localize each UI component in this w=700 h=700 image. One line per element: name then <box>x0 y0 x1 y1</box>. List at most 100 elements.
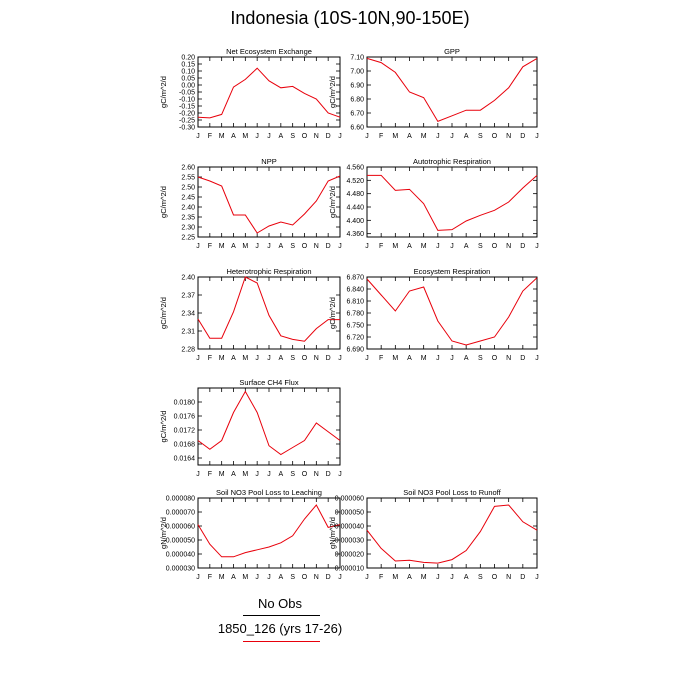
chart-title: Net Ecosystem Exchange <box>226 47 312 56</box>
y-tick-label: 4.440 <box>346 205 364 212</box>
y-axis-label: gC/m^2/d <box>328 76 337 108</box>
x-tick-label: J <box>267 471 271 478</box>
legend-no-obs-label: No Obs <box>257 596 303 611</box>
y-tick-label: 0.20 <box>181 55 195 62</box>
y-tick-label: -0.25 <box>179 118 195 125</box>
x-tick-label: A <box>464 133 469 140</box>
x-tick-label: J <box>450 133 454 140</box>
y-axis-label: gC/m^2/d <box>159 411 168 443</box>
x-tick-label: A <box>407 355 412 362</box>
x-tick-label: A <box>278 355 283 362</box>
y-tick-label: 0.000080 <box>166 496 195 503</box>
x-tick-label: D <box>520 133 525 140</box>
x-tick-label: F <box>379 243 383 250</box>
x-tick-label: A <box>407 133 412 140</box>
chart-panel-4: Autotrophic Respiration gC/m^2/d 4.560 4.52… <box>328 157 539 250</box>
x-tick-label: J <box>450 355 454 362</box>
chart-title: GPP <box>444 47 460 56</box>
y-tick-label: 7.00 <box>350 69 364 76</box>
plot-frame <box>366 276 538 350</box>
y-axis-label: gN/m^2/d <box>159 517 168 549</box>
y-tick-label: 0.0164 <box>174 456 196 463</box>
x-tick-label: O <box>492 133 498 140</box>
x-tick-label: A <box>278 574 283 581</box>
x-tick-label: M <box>242 355 248 362</box>
x-tick-label: D <box>326 471 331 478</box>
y-tick-label: 6.780 <box>346 311 364 318</box>
y-tick-label: 6.840 <box>346 287 364 294</box>
chart-panel-3: NPP gC/m^2/d 2.60 2.55 2.50 2.45 2.40 2.35 2.30 2… <box>159 157 342 250</box>
y-tick-label: 0.0176 <box>174 414 196 421</box>
series-line-1 <box>197 175 341 234</box>
x-tick-label: M <box>219 574 225 581</box>
x-tick-label: M <box>421 133 427 140</box>
y-tick-label: 6.60 <box>350 125 364 132</box>
x-tick-label: F <box>208 133 212 140</box>
chart-title: NPP <box>261 157 276 166</box>
x-tick-label: N <box>506 574 511 581</box>
y-tick-label: 0.0172 <box>174 428 196 435</box>
x-tick-label: M <box>219 471 225 478</box>
x-tick-label: S <box>290 471 295 478</box>
x-tick-label: J <box>436 574 440 581</box>
x-tick-label: F <box>208 471 212 478</box>
series-line-1 <box>197 276 340 342</box>
y-tick-label: 2.35 <box>181 215 195 222</box>
x-tick-label: J <box>255 355 259 362</box>
x-tick-label: M <box>421 574 427 581</box>
x-tick-label: M <box>242 471 248 478</box>
x-tick-label: F <box>208 355 212 362</box>
x-tick-label: N <box>314 133 319 140</box>
y-tick-label: 2.28 <box>181 347 195 354</box>
chart-title: Ecosystem Respiration <box>414 267 491 276</box>
y-tick-label: 0.0180 <box>174 400 196 407</box>
x-tick-label: F <box>379 133 383 140</box>
y-tick-label: -0.20 <box>179 111 195 118</box>
x-tick-label: M <box>219 355 225 362</box>
x-tick-label: F <box>379 355 383 362</box>
x-tick-label: N <box>506 243 511 250</box>
x-tick-label: D <box>520 574 525 581</box>
x-tick-label: S <box>478 243 483 250</box>
y-tick-label: -0.10 <box>179 97 195 104</box>
x-tick-label: J <box>196 243 200 250</box>
y-tick-label: 0.00 <box>181 83 195 90</box>
x-tick-label: O <box>302 355 308 362</box>
x-tick-label: A <box>231 574 236 581</box>
chart-title: Autotrophic Respiration <box>413 157 491 166</box>
x-tick-label: J <box>436 133 440 140</box>
x-tick-label: J <box>535 355 539 362</box>
plot-frame <box>197 387 341 466</box>
legend-case-line <box>243 641 320 642</box>
y-tick-label: 0.000030 <box>166 566 195 573</box>
y-tick-label: 2.50 <box>181 185 195 192</box>
x-tick-label: J <box>365 574 369 581</box>
y-tick-label: 2.60 <box>181 165 195 172</box>
x-tick-label: A <box>231 133 236 140</box>
x-tick-label: S <box>290 133 295 140</box>
x-tick-label: A <box>464 243 469 250</box>
y-tick-label: 2.30 <box>181 225 195 232</box>
chart-title: Soil NO3 Pool Loss to Runoff <box>403 488 501 497</box>
x-tick-label: M <box>392 574 398 581</box>
y-tick-label: 2.45 <box>181 195 195 202</box>
y-tick-label: 4.480 <box>346 191 364 198</box>
x-tick-label: N <box>314 574 319 581</box>
x-tick-label: J <box>196 355 200 362</box>
x-tick-label: J <box>450 243 454 250</box>
x-tick-label: O <box>492 355 498 362</box>
x-tick-label: D <box>326 355 331 362</box>
x-tick-label: J <box>365 355 369 362</box>
x-tick-label: M <box>392 243 398 250</box>
x-tick-label: D <box>520 355 525 362</box>
x-tick-label: M <box>421 355 427 362</box>
y-tick-label: 0.10 <box>181 69 195 76</box>
x-tick-label: J <box>535 243 539 250</box>
x-tick-label: S <box>478 574 483 581</box>
x-tick-label: J <box>436 355 440 362</box>
x-tick-label: J <box>255 243 259 250</box>
x-tick-label: N <box>506 133 511 140</box>
x-tick-label: F <box>379 574 383 581</box>
